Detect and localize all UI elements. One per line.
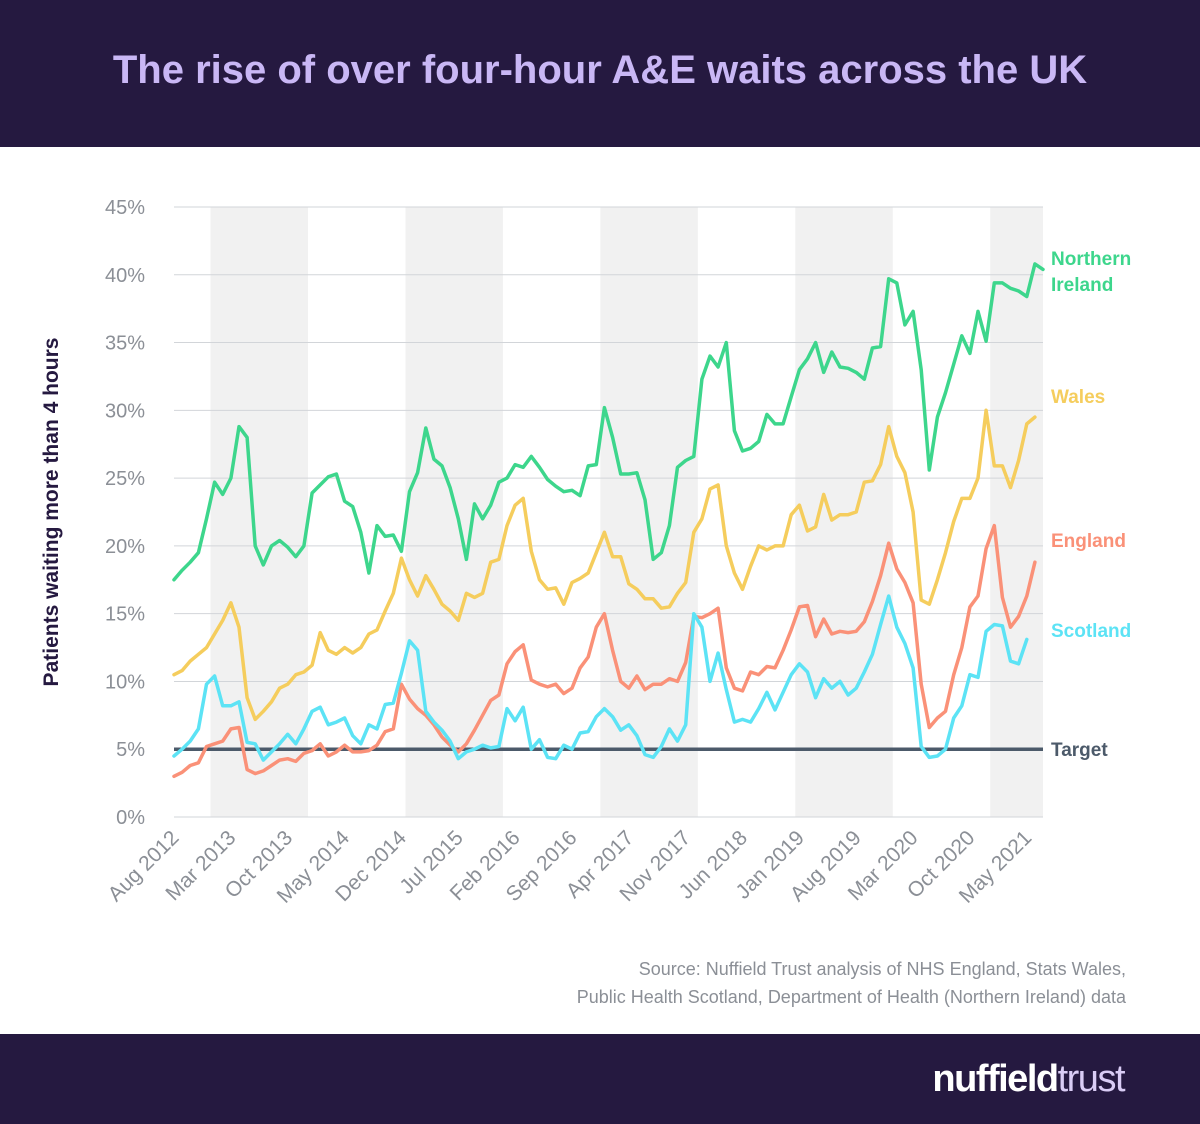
y-tick-label: 35% xyxy=(105,333,145,355)
source-note: Source: Nuffield Trust analysis of NHS E… xyxy=(577,955,1126,1011)
y-tick-label: 5% xyxy=(116,739,145,761)
y-tick-label: 0% xyxy=(116,807,145,829)
y-tick-label: 40% xyxy=(105,265,145,287)
shaded-band-4 xyxy=(990,207,1043,817)
shaded-band-3 xyxy=(795,207,893,817)
source-line-1: Source: Nuffield Trust analysis of NHS E… xyxy=(638,959,1126,979)
series-line-england xyxy=(172,523,1037,779)
logo-trust: trust xyxy=(1057,1058,1126,1100)
source-line-2: Public Health Scotland, Department of He… xyxy=(576,987,1126,1007)
series-label-scotland: Scotland xyxy=(1051,621,1131,642)
logo-nuffield: nuffield xyxy=(932,1058,1059,1100)
target-label: Target xyxy=(1051,740,1108,761)
y-tick-label: 10% xyxy=(105,671,145,693)
series-label-northern-ireland: Ireland xyxy=(1051,275,1113,296)
shaded-band-2 xyxy=(600,207,698,817)
line-chart: 0% 5% 10% 15% 20% 25% 30% 35% 40% 45% Patients wai… xyxy=(40,197,1131,908)
y-tick-label: 20% xyxy=(105,536,145,558)
nuffield-trust-logo: nuffieldtrust xyxy=(932,1058,1126,1101)
y-tick-label: 30% xyxy=(105,400,145,422)
series-line-scotland xyxy=(172,594,1029,762)
y-axis-label: Patients waiting more than 4 hours xyxy=(40,338,63,687)
y-tick-label: 15% xyxy=(105,604,145,626)
series-line-wales xyxy=(172,408,1037,722)
page-title: The rise of over four-hour A&E waits acr… xyxy=(112,48,1088,92)
series-label-northern-ireland: Northern xyxy=(1051,249,1131,270)
y-tick-label: 45% xyxy=(105,197,145,219)
series-line-northern-ireland xyxy=(172,262,1045,582)
series-label-wales: Wales xyxy=(1051,387,1105,408)
footer-bar: nuffieldtrust xyxy=(0,1034,1200,1124)
title-banner: The rise of over four-hour A&E waits acr… xyxy=(0,0,1200,147)
shaded-band-0 xyxy=(210,207,309,817)
series-label-england: England xyxy=(1051,531,1126,552)
y-tick-label: 25% xyxy=(105,468,145,490)
